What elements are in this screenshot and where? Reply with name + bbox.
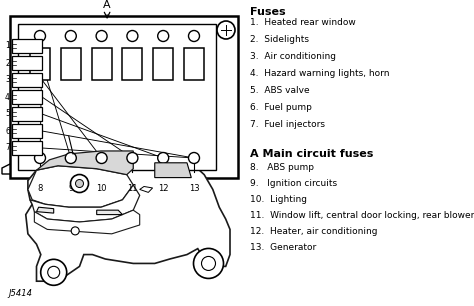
Circle shape [96,152,107,163]
Circle shape [127,31,138,42]
Circle shape [158,152,169,163]
Bar [12,141,42,155]
Bar [91,48,111,80]
Text: 7: 7 [5,144,10,152]
Text: 6.  Fuel pump: 6. Fuel pump [250,103,312,112]
Polygon shape [36,207,54,213]
Text: 5: 5 [5,110,10,118]
Bar [12,90,42,104]
Text: 13: 13 [189,184,199,193]
Circle shape [35,31,46,42]
Circle shape [96,31,107,42]
Text: 8.   ABS pump: 8. ABS pump [250,163,314,172]
Bar [10,16,238,178]
Bar [12,56,42,70]
Text: 11.  Window lift, central door locking, rear blower: 11. Window lift, central door locking, r… [250,211,474,220]
Text: 4: 4 [5,92,10,102]
Circle shape [75,180,83,188]
Bar [153,48,173,80]
Text: 3.  Air conditioning: 3. Air conditioning [250,52,336,61]
Bar [122,48,142,80]
Polygon shape [30,185,140,222]
Bar [184,48,204,80]
Text: 10: 10 [96,184,107,193]
Text: 5.  ABS valve: 5. ABS valve [250,86,310,95]
Circle shape [158,31,169,42]
Circle shape [48,266,60,278]
Polygon shape [97,210,122,215]
Polygon shape [140,186,153,192]
Polygon shape [34,210,140,234]
Circle shape [217,21,235,39]
Text: A Main circuit fuses: A Main circuit fuses [250,149,374,159]
Circle shape [71,174,89,192]
Text: J5414: J5414 [8,289,32,298]
Text: 10.  Lighting: 10. Lighting [250,195,307,204]
Bar [12,73,42,87]
Text: 1: 1 [5,42,10,50]
Text: 3: 3 [5,76,10,84]
Bar [12,107,42,121]
Text: 2.  Sidelights: 2. Sidelights [250,35,309,44]
Text: 2: 2 [5,58,10,68]
Text: 6: 6 [5,126,10,136]
Bar [30,48,50,80]
Circle shape [35,152,46,163]
Text: 4.  Hazard warning lights, horn: 4. Hazard warning lights, horn [250,69,390,78]
Text: 12.  Heater, air conditioning: 12. Heater, air conditioning [250,227,377,236]
Bar [12,124,42,138]
Text: Fuses: Fuses [250,7,286,17]
Circle shape [65,31,76,42]
Bar [18,24,216,170]
Text: 11: 11 [127,184,137,193]
Circle shape [189,152,200,163]
Text: 12: 12 [158,184,168,193]
Bar [12,39,42,53]
Circle shape [189,31,200,42]
Circle shape [65,152,76,163]
Polygon shape [26,151,230,281]
Polygon shape [36,151,133,175]
Text: 7.  Fuel injectors: 7. Fuel injectors [250,120,325,129]
Circle shape [71,227,79,235]
Circle shape [127,152,138,163]
Bar [61,48,81,80]
Polygon shape [155,163,191,177]
Circle shape [201,256,216,271]
Polygon shape [28,166,133,207]
Text: A: A [103,0,111,10]
Circle shape [41,259,67,285]
Text: 9.   Ignition circuits: 9. Ignition circuits [250,179,337,188]
Text: 8: 8 [37,184,43,193]
Text: 1.  Heated rear window: 1. Heated rear window [250,18,356,27]
Circle shape [193,248,224,278]
Polygon shape [2,164,10,174]
Text: 9: 9 [68,184,73,193]
Text: 13.  Generator: 13. Generator [250,243,316,252]
